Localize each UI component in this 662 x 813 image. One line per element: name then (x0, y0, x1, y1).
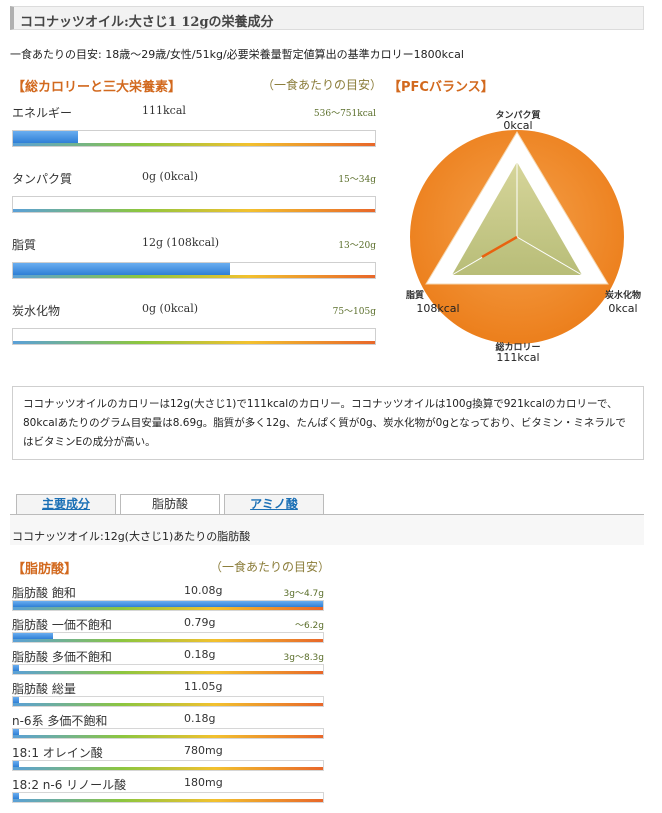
pfc-protein-label: タンパク質 (495, 111, 541, 121)
fatty-acid-bar (12, 664, 324, 675)
fatty-acid-bar (12, 632, 324, 643)
fatty-acid-range: 3g～8.3g (283, 653, 324, 663)
fatty-acid-bar-fill (13, 761, 20, 767)
fatty-acids-subheading: （一食あたりの目安） (210, 560, 331, 574)
nutrient-range: 15～34g (338, 175, 376, 185)
tab-fatty-acids[interactable]: 脂肪酸 (120, 494, 220, 515)
fatty-acid-bar (12, 760, 324, 771)
nutrient-value: 0g (0kcal) (142, 302, 199, 315)
pfc-fat-marker (481, 235, 518, 259)
fatty-acid-bar-gradient (13, 767, 323, 770)
nutrient-bar (12, 130, 376, 147)
pfc-chart (410, 130, 624, 344)
page-title: ココナッツオイル:大さじ1 12gの栄養成分 (20, 15, 274, 30)
pfc-carb-label: 炭水化物 (604, 291, 641, 301)
pfc-fat-value: 108kcal (416, 302, 460, 315)
fatty-acid-bar-gradient (13, 607, 323, 610)
nutrients-heading: 【総カロリーと三大栄養素】 (12, 80, 182, 95)
nutrient-value: 111kcal (142, 104, 186, 117)
nutrient-bar-fill (13, 263, 231, 275)
pfc-total-value: 111kcal (496, 351, 540, 364)
nutrient-value: 0g (0kcal) (142, 170, 199, 183)
fatty-acid-bar-fill (13, 665, 20, 671)
nutrient-bar-gradient (13, 209, 375, 212)
fatty-acid-value: 0.18g (184, 648, 216, 661)
fatty-acid-label: 18:2 n-6 リノール酸 (12, 778, 127, 792)
tab-divider (10, 514, 644, 515)
nutrient-bar (12, 262, 376, 279)
tab-main-nutrients[interactable]: 主要成分 (16, 494, 116, 514)
pfc-heading: 【PFCバランス】 (388, 80, 494, 95)
fatty-acid-value: 11.05g (184, 680, 223, 693)
pfc-protein-value: 0kcal (503, 119, 533, 132)
fatty-acid-label: 脂肪酸 飽和 (12, 586, 76, 600)
fatty-acid-bar-fill (13, 729, 20, 735)
fatty-acid-bar (12, 728, 324, 739)
fatty-acid-bar-fill (13, 601, 323, 607)
tab-panel-header (10, 515, 644, 545)
fatty-acid-bar (12, 792, 324, 803)
nutrient-value: 12g (108kcal) (142, 236, 220, 249)
fatty-acid-bar-fill (13, 697, 20, 703)
page-title-bar: ココナッツオイル:大さじ1 12gの栄養成分 (10, 6, 644, 30)
nutrient-label: タンパク質 (12, 172, 73, 186)
fatty-acid-bar-gradient (13, 703, 323, 706)
nutrient-label: 脂質 (12, 238, 37, 252)
fatty-acid-value: 10.08g (184, 584, 223, 597)
fatty-acid-value: 780mg (184, 744, 223, 757)
nutrient-bar (12, 196, 376, 213)
fatty-acid-bar (12, 600, 324, 611)
fatty-acid-label: 18:1 オレイン酸 (12, 746, 103, 760)
nutrient-label: エネルギー (12, 106, 73, 120)
pfc-carb-value: 0kcal (608, 302, 638, 315)
fatty-acid-label: 脂肪酸 一価不飽和 (12, 618, 112, 632)
nutrient-range: 13～20g (338, 241, 376, 251)
fatty-acid-bar (12, 696, 324, 707)
nutrients-subheading: （一食あたりの目安） (262, 78, 383, 92)
fatty-acid-label: 脂肪酸 多価不飽和 (12, 650, 112, 664)
tab-amino-acids[interactable]: アミノ酸 (224, 494, 324, 514)
nutrient-bar-gradient (13, 341, 375, 344)
nutrient-bar (12, 328, 376, 345)
fatty-acids-heading: 【脂肪酸】 (12, 562, 78, 577)
pfc-fat-label: 脂質 (405, 291, 424, 301)
pfc-total-label: 総カロリー (495, 343, 541, 353)
fatty-acid-bar-gradient (13, 799, 323, 802)
fatty-acid-range: 3g～4.7g (283, 589, 324, 599)
food-description: ココナッツオイルのカロリーは12g(大さじ1)で111kcalのカロリー。ココナ… (12, 386, 644, 460)
fatty-acid-bar-gradient (13, 735, 323, 738)
nutrient-range: 536～751kcal (313, 109, 376, 119)
fatty-acid-value: 0.18g (184, 712, 216, 725)
intake-basis-text: 一食あたりの目安: 18歳～29歳/女性/51kg/必要栄養量暫定値算出の基準カ… (10, 48, 464, 61)
fatty-acid-label: n-6系 多価不飽和 (12, 714, 108, 728)
nutrient-label: 炭水化物 (12, 304, 61, 318)
fatty-acid-basis-text: ココナッツオイル:12g(大さじ1)あたりの脂肪酸 (12, 530, 251, 543)
fatty-acid-bar-fill (13, 633, 54, 639)
fatty-acid-bar-gradient (13, 639, 323, 642)
fatty-acid-value: 0.79g (184, 616, 216, 629)
nutrient-bar-gradient (13, 143, 375, 146)
fatty-acid-label: 脂肪酸 総量 (12, 682, 76, 696)
nutrient-bar-gradient (13, 275, 375, 278)
fatty-acid-value: 180mg (184, 776, 223, 789)
fatty-acid-range: ～6.2g (294, 621, 324, 631)
fatty-acid-bar-fill (13, 793, 20, 799)
nutrient-bar-fill (13, 131, 79, 143)
fatty-acid-bar-gradient (13, 671, 323, 674)
nutrient-range: 75～105g (332, 307, 376, 317)
